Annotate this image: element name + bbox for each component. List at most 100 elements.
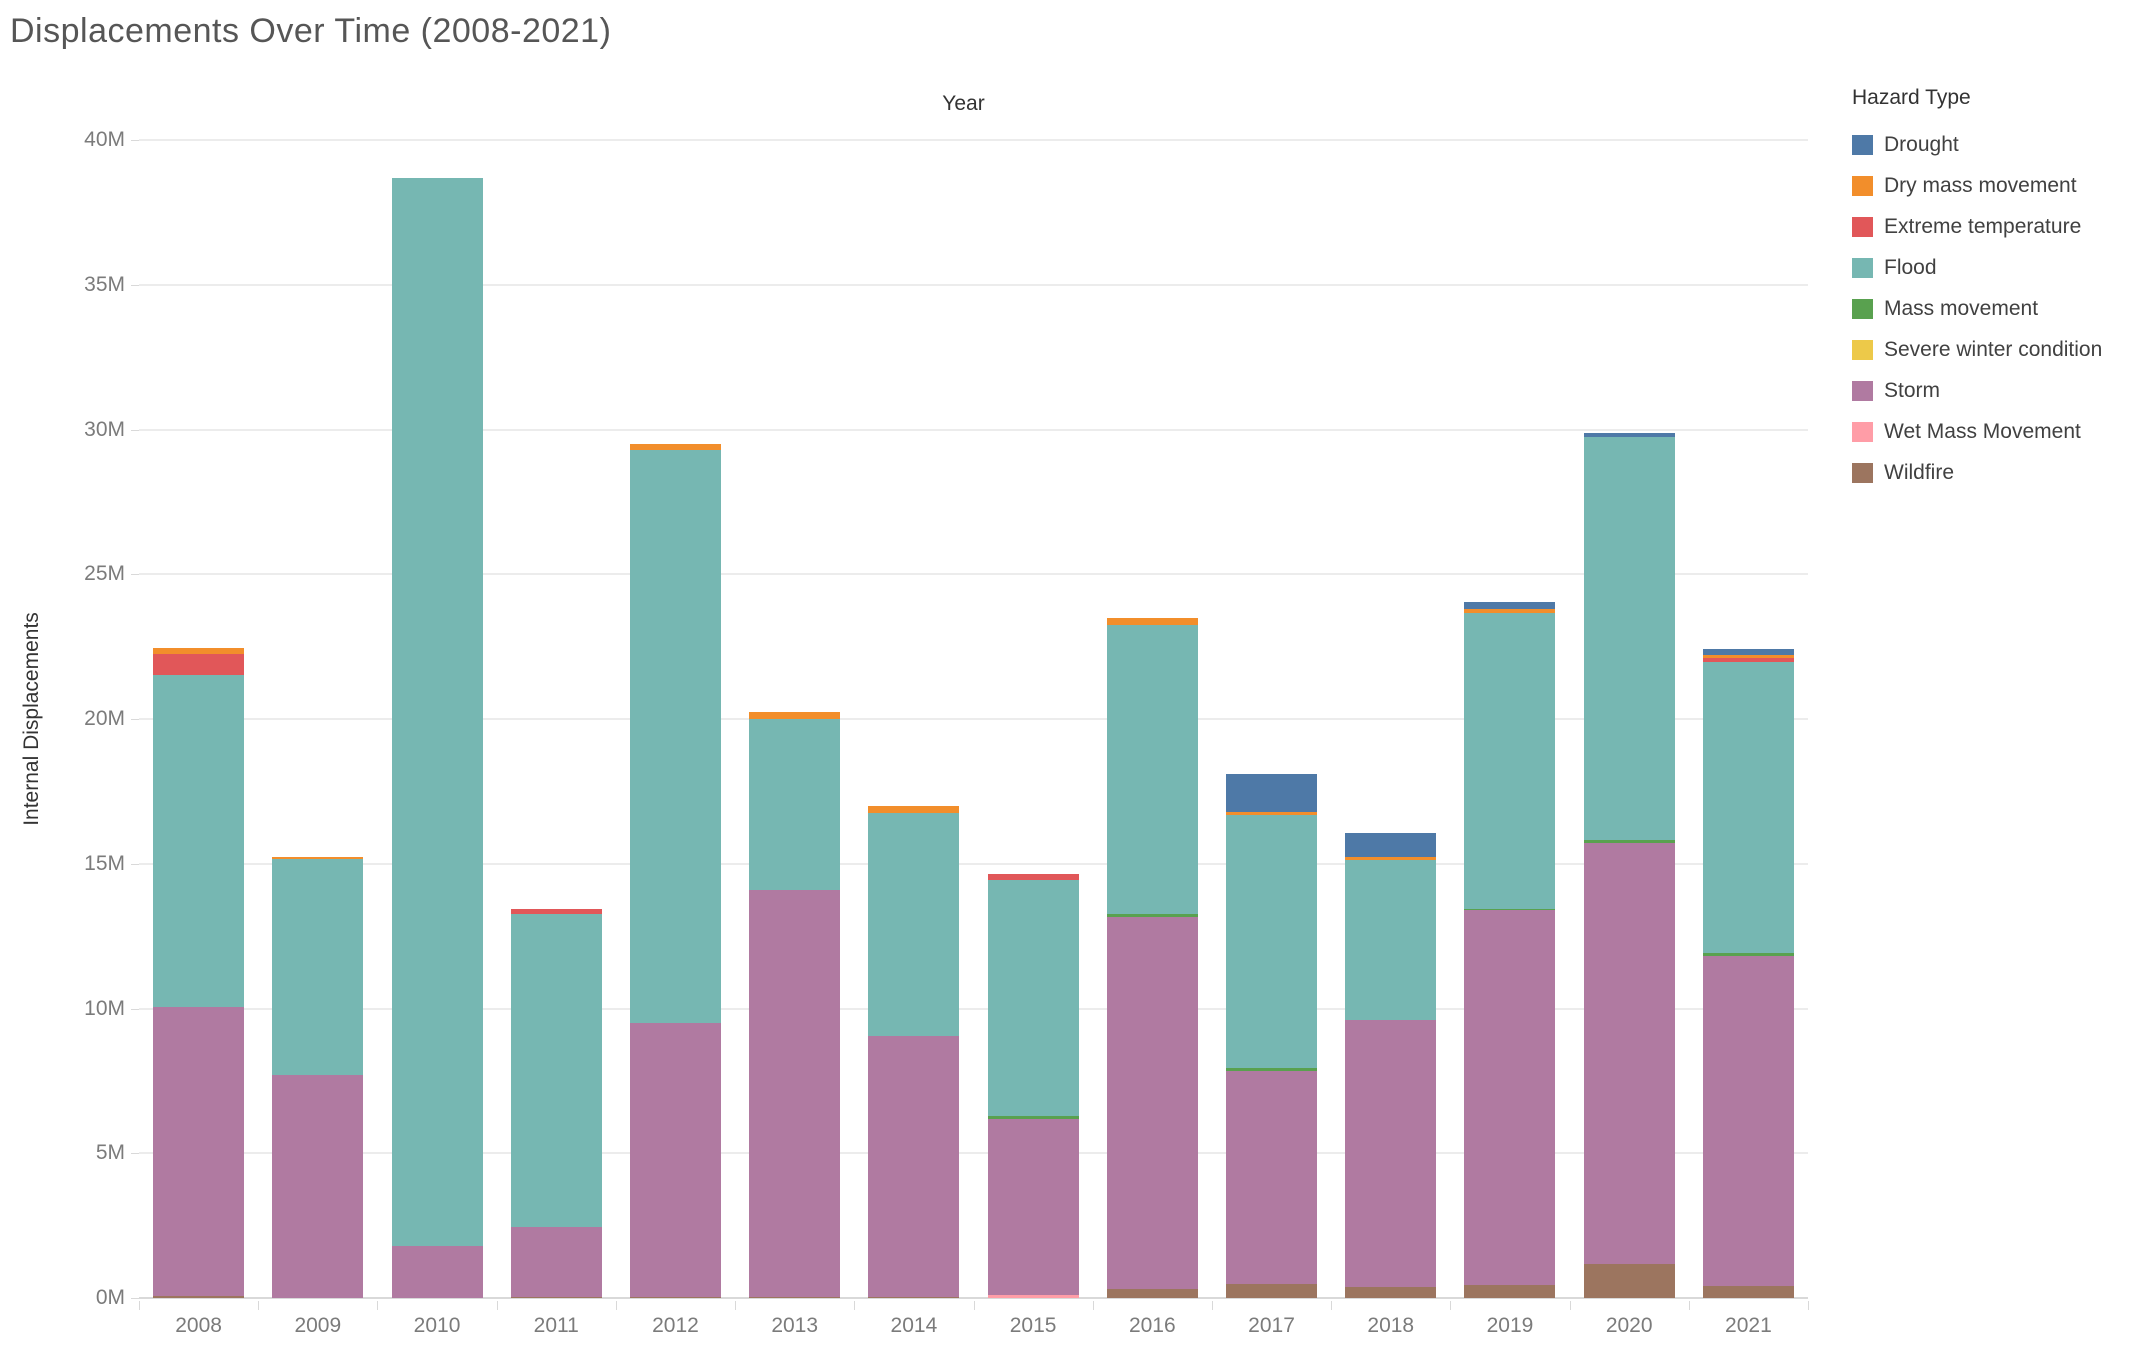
bar-segment-2013-flood[interactable] [749, 719, 841, 890]
bar-2019 [1464, 140, 1556, 1298]
legend-item-dry-mass-movement[interactable]: Dry mass movement [1852, 165, 2142, 206]
legend-item-severe-winter-condition[interactable]: Severe winter condition [1852, 329, 2142, 370]
bar-segment-2016-wildfire[interactable] [1106, 1289, 1198, 1298]
y-tick-mark [131, 719, 139, 720]
bar-segment-2009-storm[interactable] [272, 1075, 364, 1298]
bar-segment-2012-wildfire[interactable] [629, 1296, 721, 1298]
y-tick-label: 35M [84, 272, 125, 296]
bar-segment-2019-wildfire[interactable] [1464, 1284, 1556, 1298]
bar-segment-2009-flood[interactable] [272, 859, 364, 1076]
x-tick-label-2013: 2013 [771, 1314, 819, 1337]
bar-segment-2017-dry-mass-movement[interactable] [1226, 811, 1318, 816]
bar-segment-2015-flood[interactable] [987, 879, 1079, 1116]
bar-segment-2014-storm[interactable] [868, 1036, 960, 1297]
legend-item-mass-movement[interactable]: Mass movement [1852, 288, 2142, 329]
bar-segment-2018-drought[interactable] [1345, 832, 1437, 858]
bar-segment-2017-drought[interactable] [1226, 774, 1318, 812]
y-tick-label: 40M [84, 128, 125, 151]
bar-segment-2011-storm[interactable] [510, 1227, 602, 1297]
bar-segment-2011-flood[interactable] [510, 914, 602, 1228]
bar-segment-2015-storm[interactable] [987, 1118, 1079, 1296]
bar-segment-2017-flood[interactable] [1226, 815, 1318, 1069]
gridline-35M [139, 283, 1808, 286]
bar-segment-2021-flood[interactable] [1702, 661, 1794, 953]
legend-item-label: Wet Mass Movement [1884, 419, 2081, 443]
bar-segment-2016-flood[interactable] [1106, 624, 1198, 915]
legend-item-storm[interactable]: Storm [1852, 370, 2142, 411]
bar-segment-2020-drought[interactable] [1583, 433, 1675, 438]
bar-segment-2008-flood[interactable] [153, 675, 245, 1007]
bar-segment-2019-dry-mass-movement[interactable] [1464, 609, 1556, 614]
bar-segment-2015-wet-mass-movement[interactable] [987, 1295, 1079, 1298]
bar-segment-2017-storm[interactable] [1226, 1070, 1318, 1285]
bar-segment-2019-storm[interactable] [1464, 910, 1556, 1285]
bar-segment-2008-extreme-temperature[interactable] [153, 653, 245, 676]
bar-segment-2012-flood[interactable] [629, 449, 721, 1023]
y-tick-mark [131, 284, 139, 286]
y-tick-label: 10M [84, 996, 125, 1020]
bar-segment-2015-mass-movement[interactable] [987, 1115, 1079, 1119]
bar-segment-2018-flood[interactable] [1345, 860, 1437, 1020]
bar-segment-2021-extreme-temperature[interactable] [1702, 657, 1794, 662]
bar-segment-2016-storm[interactable] [1106, 917, 1198, 1290]
bar-segment-2021-dry-mass-movement[interactable] [1702, 654, 1794, 658]
bar-segment-2018-storm[interactable] [1345, 1019, 1437, 1288]
bar-segment-2020-flood[interactable] [1583, 437, 1675, 840]
bar-segment-2021-mass-movement[interactable] [1702, 952, 1794, 956]
bar-segment-2008-dry-mass-movement[interactable] [153, 647, 245, 654]
bar-segment-2011-extreme-temperature[interactable] [510, 908, 602, 915]
bar-segment-2010-flood[interactable] [391, 177, 483, 1246]
bar-segment-2012-storm[interactable] [629, 1023, 721, 1297]
legend-item-extreme-temperature[interactable]: Extreme temperature [1852, 206, 2142, 247]
bar-segment-2020-wildfire[interactable] [1583, 1263, 1675, 1298]
bar-segment-2016-dry-mass-movement[interactable] [1106, 617, 1198, 625]
y-tick-mark [131, 140, 139, 141]
bar-segment-2014-flood[interactable] [868, 813, 960, 1037]
legend-item-wet-mass-movement[interactable]: Wet Mass Movement [1852, 411, 2142, 452]
bar-segment-2013-dry-mass-movement[interactable] [749, 711, 841, 719]
y-tick-label: 5M [95, 1141, 125, 1165]
legend-item-label: Dry mass movement [1884, 173, 2077, 197]
bar-segment-2008-storm[interactable] [153, 1006, 245, 1297]
bar-segment-2019-flood[interactable] [1464, 613, 1556, 909]
bar-segment-2018-dry-mass-movement[interactable] [1345, 857, 1437, 861]
bar-segment-2010-storm[interactable] [391, 1245, 483, 1298]
legend-swatch-icon [1852, 175, 1873, 196]
y-tick-label: 25M [84, 562, 125, 586]
bar-segment-2013-storm[interactable] [749, 889, 841, 1297]
bar-2016 [1106, 140, 1198, 1298]
bar-segment-2011-wildfire[interactable] [510, 1296, 602, 1298]
bar-segment-2015-extreme-temperature[interactable] [987, 873, 1079, 880]
bar-2008 [153, 140, 245, 1298]
bar-segment-2009-dry-mass-movement[interactable] [272, 856, 364, 860]
bar-segment-2020-mass-movement[interactable] [1583, 839, 1675, 843]
gridline-5M [139, 1152, 1808, 1155]
legend-item-flood[interactable]: Flood [1852, 247, 2142, 288]
legend-item-label: Wildfire [1884, 460, 1955, 484]
legend-items: Drought Dry mass movement Extreme temperat… [1852, 124, 2142, 493]
x-tick-mark [1569, 1301, 1571, 1310]
x-tick-mark [1092, 1301, 1094, 1310]
bar-segment-2021-drought[interactable] [1702, 648, 1794, 655]
bar-segment-2008-wildfire[interactable] [153, 1296, 245, 1298]
bar-segment-2016-mass-movement[interactable] [1106, 914, 1198, 918]
bar-segment-2012-dry-mass-movement[interactable] [629, 443, 721, 450]
y-tick-mark [131, 1298, 139, 1299]
bar-segment-2021-storm[interactable] [1702, 955, 1794, 1286]
bar-segment-2021-wildfire[interactable] [1702, 1285, 1794, 1298]
bar-segment-2017-mass-movement[interactable] [1226, 1068, 1318, 1071]
bar-segment-2014-wildfire[interactable] [868, 1296, 960, 1298]
bar-segment-2017-wildfire[interactable] [1226, 1284, 1318, 1298]
legend-item-wildfire[interactable]: Wildfire [1852, 452, 2142, 493]
legend-swatch-icon [1852, 216, 1873, 237]
bar-segment-2018-wildfire[interactable] [1345, 1287, 1437, 1298]
bar-segment-2014-dry-mass-movement[interactable] [868, 805, 960, 814]
legend-item-label: Drought [1884, 132, 1959, 156]
legend-item-drought[interactable]: Drought [1852, 124, 2142, 165]
bar-segment-2020-storm[interactable] [1583, 842, 1675, 1264]
legend-swatch-icon [1852, 257, 1873, 278]
bar-segment-2019-mass-movement[interactable] [1464, 908, 1556, 911]
bar-segment-2019-drought[interactable] [1464, 601, 1556, 609]
bar-segment-2013-wildfire[interactable] [749, 1296, 841, 1298]
